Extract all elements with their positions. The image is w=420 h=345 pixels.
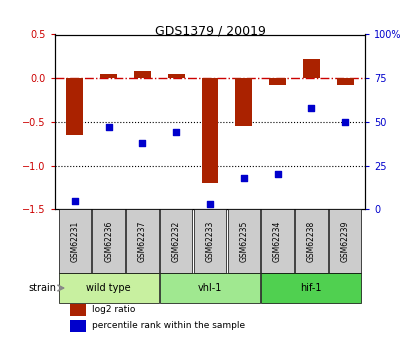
Text: GSM62234: GSM62234 (273, 221, 282, 262)
Point (105, 125, 112, 130)
Text: GSM62232: GSM62232 (172, 221, 181, 262)
Text: strain: strain (28, 283, 56, 293)
Bar (168, 74, 185, 78)
Text: GSM62237: GSM62237 (138, 221, 147, 262)
Text: wild type: wild type (87, 283, 131, 293)
Text: percentile rank within the sample: percentile rank within the sample (92, 322, 245, 331)
Bar (70, 320, 86, 332)
Text: GSM62233: GSM62233 (205, 221, 215, 262)
Bar (295, 209, 328, 274)
Bar (160, 209, 192, 274)
Bar (126, 209, 159, 274)
Point (71, 198, 78, 203)
Bar (261, 274, 361, 303)
Bar (66, 78, 83, 135)
Bar (269, 78, 286, 85)
Bar (261, 209, 294, 274)
Bar (235, 78, 252, 126)
Bar (160, 274, 260, 303)
Bar (329, 209, 361, 274)
Point (308, 105, 315, 111)
Text: GSM62231: GSM62231 (71, 221, 79, 262)
Point (139, 140, 146, 146)
Bar (59, 209, 91, 274)
Point (342, 119, 349, 125)
Bar (228, 209, 260, 274)
Bar (194, 209, 226, 274)
Bar (70, 304, 86, 316)
Point (173, 130, 180, 135)
Point (274, 171, 281, 177)
Point (240, 175, 247, 181)
Bar (202, 78, 218, 183)
Bar (134, 71, 151, 78)
Point (207, 201, 213, 207)
Bar (337, 78, 354, 85)
Text: GSM62239: GSM62239 (341, 221, 349, 262)
Text: GSM62238: GSM62238 (307, 221, 316, 262)
Bar (92, 209, 125, 274)
Text: log2 ratio: log2 ratio (92, 305, 135, 315)
Text: hif-1: hif-1 (301, 283, 322, 293)
Text: GSM62235: GSM62235 (239, 221, 248, 262)
Text: GDS1379 / 20019: GDS1379 / 20019 (155, 24, 265, 37)
Bar (59, 274, 159, 303)
Bar (303, 59, 320, 78)
Text: vhl-1: vhl-1 (198, 283, 222, 293)
Text: GSM62236: GSM62236 (104, 221, 113, 262)
Bar (100, 74, 117, 78)
